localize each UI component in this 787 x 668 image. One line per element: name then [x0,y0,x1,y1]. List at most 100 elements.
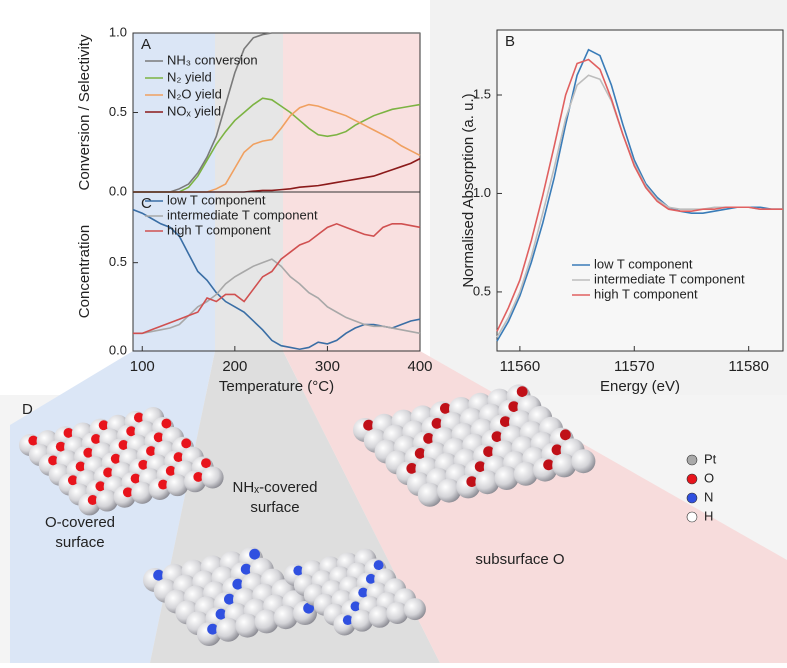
adsorbate [560,429,571,441]
legend-label: intermediate T component [167,207,318,222]
atom [216,617,241,642]
adsorbate [215,608,227,620]
x-axis-label: Energy (eV) [600,378,680,395]
legend-label: O [704,470,714,485]
x-tick-label: 400 [407,358,432,375]
adsorbate [207,623,219,635]
legend-label: H [704,508,713,523]
panel-label: C [141,195,152,212]
adsorbate [249,548,260,560]
adsorbate [173,452,184,463]
atom [235,613,260,638]
y-tick-label: 1.5 [473,86,491,101]
atom [96,489,118,512]
adsorbate [193,471,204,482]
legend-label: low T component [594,256,693,271]
atom-slabs [19,384,596,646]
legend-label: N₂ yield [167,69,212,84]
plot-frame [132,191,421,352]
x-tick-label: 300 [315,358,340,375]
y-tick-label: 1.0 [473,185,491,200]
legend-label: N [704,489,713,504]
y-tick-label: 0.5 [109,104,127,119]
atom [403,598,426,621]
atom [494,466,519,490]
legend-label: low T component [167,192,266,207]
adsorbate [55,441,66,452]
adsorbate [103,467,114,478]
adsorbate [491,431,503,442]
adsorbate [508,401,520,412]
x-axis-label: Temperature (°C) [219,378,334,395]
legend-swatch [686,473,698,485]
adsorbate [474,461,486,472]
x-tick-label: 200 [222,358,247,375]
legend-label: Pt [704,451,717,466]
adsorbate [48,455,59,466]
adsorbate [358,587,369,598]
legend-label: N₂O yield [167,86,222,101]
atom [131,481,154,504]
adsorbate [373,560,384,571]
adsorbate [423,433,434,444]
atom [571,449,596,474]
x-tick-label: 11570 [614,358,655,375]
adsorbate [431,418,443,429]
series-line [133,222,421,335]
adsorbate [483,446,494,457]
adsorbate [350,601,361,612]
adsorbate [63,427,74,438]
adsorbate [303,602,314,614]
adsorbate [95,481,106,492]
adsorbate [543,459,554,471]
adsorbate [130,473,141,484]
legend-label: high T component [594,286,698,301]
adsorbate [75,461,86,472]
adsorbate [83,447,94,458]
atom [417,482,442,507]
legend-label: NOₓ yield [167,103,221,118]
adsorbate [161,418,172,429]
y-axis-label: Normalised Absorption (a. u.) [460,93,477,287]
adsorbate [87,495,98,505]
diagram-label: subsurface O [475,551,564,568]
adsorbate [118,440,129,450]
y-axis-label: Concentration [76,225,93,318]
adsorbate [466,476,478,487]
diagram-label: O-covered surface [45,514,115,551]
adsorbate [342,615,353,626]
x-tick-label: 100 [130,358,155,375]
adsorbate [165,465,176,476]
adsorbate [414,448,426,459]
panel-b-plot [497,30,783,351]
series-line [133,258,421,335]
adsorbate [138,459,149,470]
x-tick-label: 11560 [500,358,541,375]
adsorbate [98,420,109,431]
adsorbate [28,435,39,446]
adsorbate [516,386,528,397]
atom [552,453,577,478]
atom [368,605,391,628]
atom [475,470,500,495]
adsorbate [181,438,192,449]
series-line [133,32,420,193]
adsorbate [201,458,211,469]
adsorbate [224,593,235,605]
y-tick-label: 0.5 [473,283,491,298]
adsorbate [363,419,374,431]
adsorbate [293,565,304,576]
adsorbate [146,446,156,456]
y-tick-label: 0.0 [109,183,127,198]
adsorbate [158,479,169,490]
adsorbate [133,412,144,423]
adsorbate [67,475,78,486]
atom [437,478,461,503]
legend-label: high T component [167,222,271,237]
legend-swatch [686,454,698,466]
panel-label: A [141,36,151,53]
x-tick-label: 11580 [728,358,769,375]
adsorbate [122,487,133,498]
atom [273,605,298,630]
legend-label: NH₃ conversion [167,52,258,67]
